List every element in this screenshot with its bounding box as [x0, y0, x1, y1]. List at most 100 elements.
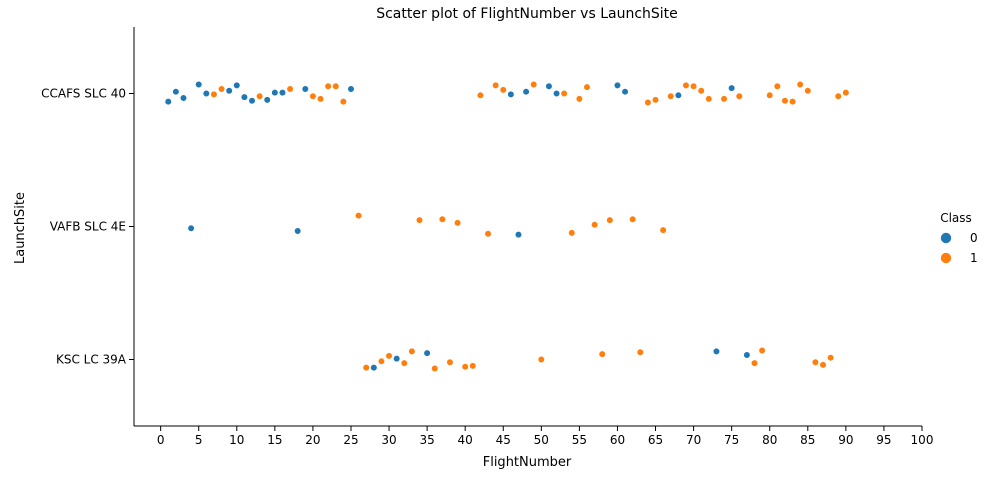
scatter-point-class-0 [301, 85, 309, 93]
scatter-point-class-1 [530, 80, 538, 89]
legend-marker-class-1 [940, 252, 952, 264]
axes [133, 27, 922, 427]
scatter-point-class-0 [423, 349, 431, 357]
x-ticks: 0 5 10 15 20 25 30 35 40 45 50 55 60 65 70 75 80 85 90 95 10… [157, 426, 934, 447]
scatter-point-class-1 [598, 350, 606, 358]
scatter-point-class-1 [309, 92, 317, 100]
scatter-point-class-1 [689, 82, 698, 90]
scatter-point-class-1 [256, 92, 264, 100]
x-tick-label: 0 [157, 433, 165, 447]
y-ticks: CCAFS SLC 40 VAFB SLC 4E KSC LC 39A [41, 87, 134, 367]
chart-title: Scatter plot of FlightNumber vs LaunchSi… [376, 6, 678, 22]
scatter-point-class-1 [492, 81, 500, 89]
x-tick-label: 60 [610, 433, 625, 447]
scatter-point-class-0 [240, 93, 248, 101]
legend-label-class-1: 1 [970, 251, 978, 265]
x-tick-label: 50 [534, 433, 549, 447]
legend-items: 01 [940, 231, 978, 265]
scatter-point-class-1 [758, 346, 766, 355]
scatter-point-class-0 [522, 88, 530, 96]
legend: Class 01 [940, 211, 978, 265]
scatter-point-class-0 [347, 85, 355, 93]
x-tick-label: 35 [419, 433, 434, 447]
scatter-point-class-1 [355, 212, 363, 220]
scatter-point-class-1 [438, 215, 446, 223]
x-tick-label: 90 [838, 433, 853, 447]
scatter-point-class-0 [507, 90, 515, 98]
scatter-point-class-1 [568, 229, 576, 237]
scatter-point-class-1 [400, 359, 408, 367]
x-tick-label: 100 [911, 433, 934, 447]
x-tick-label: 10 [229, 433, 244, 447]
y-tick-label: CCAFS SLC 40 [41, 87, 126, 101]
scatter-point-class-1 [431, 364, 439, 373]
scatter-point-class-1 [781, 97, 789, 105]
scatter-point-class-1 [324, 82, 332, 90]
scatter-point-class-0 [545, 82, 553, 90]
x-tick-label: 5 [195, 433, 203, 447]
x-tick-label: 80 [762, 433, 777, 447]
scatter-point-class-1 [415, 216, 424, 224]
scatter-point-class-1 [644, 98, 652, 107]
scatter-point-class-0 [674, 91, 682, 99]
scatter-point-class-1 [659, 226, 667, 234]
scatter-point-class-1 [217, 85, 226, 93]
scatter-point-class-0 [514, 231, 523, 239]
scatter-point-class-1 [827, 354, 835, 362]
scatter-point-class-0 [263, 96, 271, 104]
scatter-point-class-0 [370, 364, 378, 372]
x-tick-label: 15 [267, 433, 282, 447]
scatter-point-class-1 [332, 82, 340, 90]
data-points [164, 80, 850, 373]
scatter-point-class-0 [278, 88, 287, 97]
x-axis-title: FlightNumber [483, 455, 572, 470]
scatter-point-class-1 [453, 219, 462, 227]
scatter-point-class-1 [591, 221, 599, 229]
scatter-point-class-0 [552, 89, 561, 98]
x-tick-label: 25 [343, 433, 358, 447]
y-axis-title: LaunchSite [13, 192, 28, 264]
scatter-point-class-0 [187, 224, 195, 232]
scatter-point-class-0 [728, 84, 736, 92]
scatter-point-class-1 [537, 355, 545, 364]
scatter-point-class-1 [636, 348, 644, 356]
scatter-point-class-1 [629, 215, 637, 223]
scatter-point-class-0 [172, 88, 180, 96]
scatter-point-class-0 [164, 98, 172, 106]
scatter-point-class-1 [819, 361, 827, 369]
x-tick-label: 85 [800, 433, 815, 447]
legend-label-class-0: 0 [970, 231, 978, 245]
scatter-point-class-1 [667, 92, 675, 100]
legend-marker-class-0 [940, 232, 952, 244]
scatter-point-class-1 [362, 364, 370, 372]
scatter-point-class-1 [773, 82, 781, 90]
scatter-point-class-0 [393, 355, 401, 363]
scatter-point-class-1 [651, 96, 660, 104]
legend-title: Class [940, 211, 972, 225]
scatter-point-class-1 [720, 95, 728, 103]
x-tick-label: 75 [724, 433, 739, 447]
scatter-point-class-0 [271, 88, 279, 97]
x-tick-label: 40 [458, 433, 473, 447]
scatter-point-class-1 [210, 90, 218, 98]
scatter-point-class-0 [202, 89, 210, 98]
scatter-point-class-1 [339, 98, 347, 106]
scatter-point-class-1 [286, 85, 294, 93]
scatter-point-class-0 [179, 94, 188, 102]
scatter-point-class-0 [621, 88, 629, 96]
scatter-point-class-1 [560, 89, 568, 98]
scatter-point-class-1 [842, 88, 850, 97]
scatter-point-class-1 [499, 86, 507, 94]
scatter-point-class-0 [233, 81, 241, 89]
scatter-point-class-1 [697, 87, 705, 95]
scatter-point-class-1 [461, 363, 469, 371]
scatter-point-class-0 [712, 347, 721, 355]
scatter-point-class-1 [316, 95, 325, 103]
x-tick-label: 70 [686, 433, 701, 447]
scatter-point-class-1 [377, 357, 386, 365]
scatter-point-class-1 [469, 362, 477, 370]
scatter-point-class-1 [484, 230, 492, 238]
scatter-point-class-0 [195, 80, 203, 89]
